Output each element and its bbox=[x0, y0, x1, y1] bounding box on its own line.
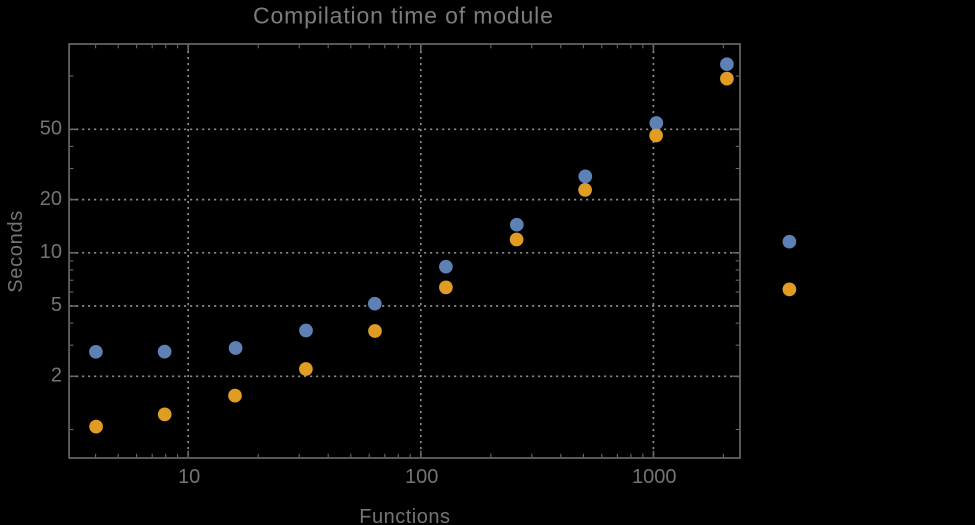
svg-text:1000: 1000 bbox=[632, 466, 677, 488]
svg-text:Compilation time of module: Compilation time of module bbox=[253, 3, 554, 29]
svg-text:Seconds: Seconds bbox=[5, 210, 27, 293]
svg-text:Functions: Functions bbox=[359, 506, 450, 525]
svg-text:50: 50 bbox=[40, 118, 62, 140]
svg-text:10: 10 bbox=[178, 466, 200, 488]
svg-text:100: 100 bbox=[405, 466, 438, 488]
svg-text:10: 10 bbox=[40, 241, 62, 263]
svg-text:20: 20 bbox=[40, 188, 62, 210]
svg-text:5: 5 bbox=[51, 294, 62, 316]
svg-text:2: 2 bbox=[51, 365, 62, 387]
